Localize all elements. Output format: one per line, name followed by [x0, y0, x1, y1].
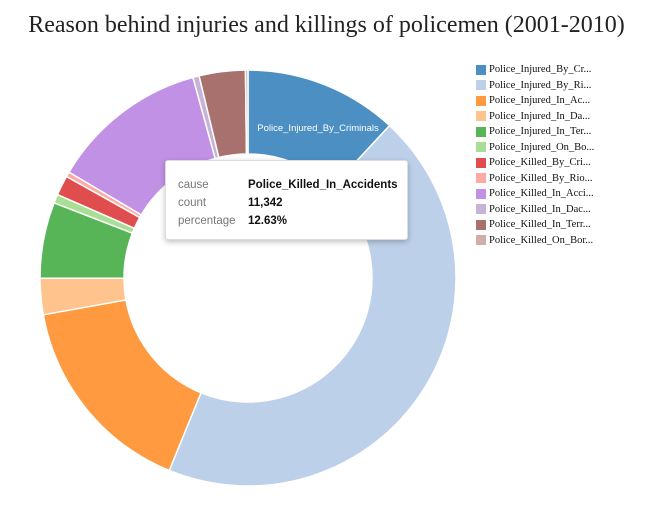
legend-swatch — [476, 157, 486, 168]
legend-item[interactable]: Police_Killed_In_Acci... — [476, 186, 651, 202]
tooltip: cause Police_Killed_In_Accidents count 1… — [165, 160, 408, 240]
slice-2[interactable] — [42, 299, 202, 472]
legend-label: Police_Killed_In_Acci... — [489, 188, 594, 200]
legend-label: Police_Injured_On_Bo... — [489, 141, 595, 153]
tooltip-cause-label: cause — [178, 179, 209, 191]
legend-label: Police_Injured_In_Ter... — [489, 126, 592, 138]
legend-item[interactable]: Police_Injured_By_Cr... — [476, 62, 651, 78]
legend-label: Police_Injured_By_Cr... — [489, 64, 592, 76]
legend-item[interactable]: Police_Injured_By_Ri... — [476, 78, 651, 94]
legend-item[interactable]: Police_Killed_On_Bor... — [476, 233, 651, 249]
legend-item[interactable]: Police_Killed_By_Rio... — [476, 171, 651, 187]
tooltip-cause-value: Police_Killed_In_Accidents — [248, 179, 398, 191]
legend-label: Police_Killed_In_Terr... — [489, 219, 591, 231]
legend-item[interactable]: Police_Killed_In_Dac... — [476, 202, 651, 218]
legend-item[interactable]: Police_Injured_In_Ter... — [476, 124, 651, 140]
legend-swatch — [476, 126, 486, 137]
legend-item[interactable]: Police_Killed_By_Cri... — [476, 155, 651, 171]
legend-label: Police_Killed_In_Dac... — [489, 203, 591, 215]
legend-item[interactable]: Police_Injured_In_Da... — [476, 109, 651, 125]
slice-11[interactable] — [244, 69, 249, 155]
tooltip-percentage-label: percentage — [178, 215, 236, 227]
legend-label: Police_Injured_By_Ri... — [489, 79, 592, 91]
legend-swatch — [476, 111, 486, 122]
legend-swatch — [476, 173, 486, 184]
legend-label: Police_Killed_By_Cri... — [489, 157, 591, 169]
legend-swatch — [476, 219, 486, 230]
legend-swatch — [476, 64, 486, 75]
chart-title: Reason behind injuries and killings of p… — [28, 12, 625, 38]
slice-label-police-injured-by-criminals: Police_Injured_By_Criminals — [257, 123, 379, 134]
legend-label: Police_Killed_On_Bor... — [489, 234, 594, 246]
legend-swatch — [476, 235, 486, 246]
legend-swatch — [476, 142, 486, 153]
legend-swatch — [476, 95, 486, 106]
legend-item[interactable]: Police_Injured_In_Ac... — [476, 93, 651, 109]
legend: Police_Injured_By_Cr... Police_Injured_By… — [476, 62, 651, 248]
legend-item[interactable]: Police_Killed_In_Terr... — [476, 217, 651, 233]
legend-label: Police_Injured_In_Da... — [489, 110, 591, 122]
tooltip-count-value: 11,342 — [248, 197, 283, 209]
legend-swatch — [476, 188, 486, 199]
legend-item[interactable]: Police_Injured_On_Bo... — [476, 140, 651, 156]
tooltip-count-label: count — [178, 197, 207, 209]
legend-label: Police_Killed_By_Rio... — [489, 172, 593, 184]
legend-swatch — [476, 204, 486, 215]
legend-swatch — [476, 80, 486, 91]
tooltip-percentage-value: 12.63% — [248, 215, 288, 227]
legend-label: Police_Injured_In_Ac... — [489, 95, 591, 107]
